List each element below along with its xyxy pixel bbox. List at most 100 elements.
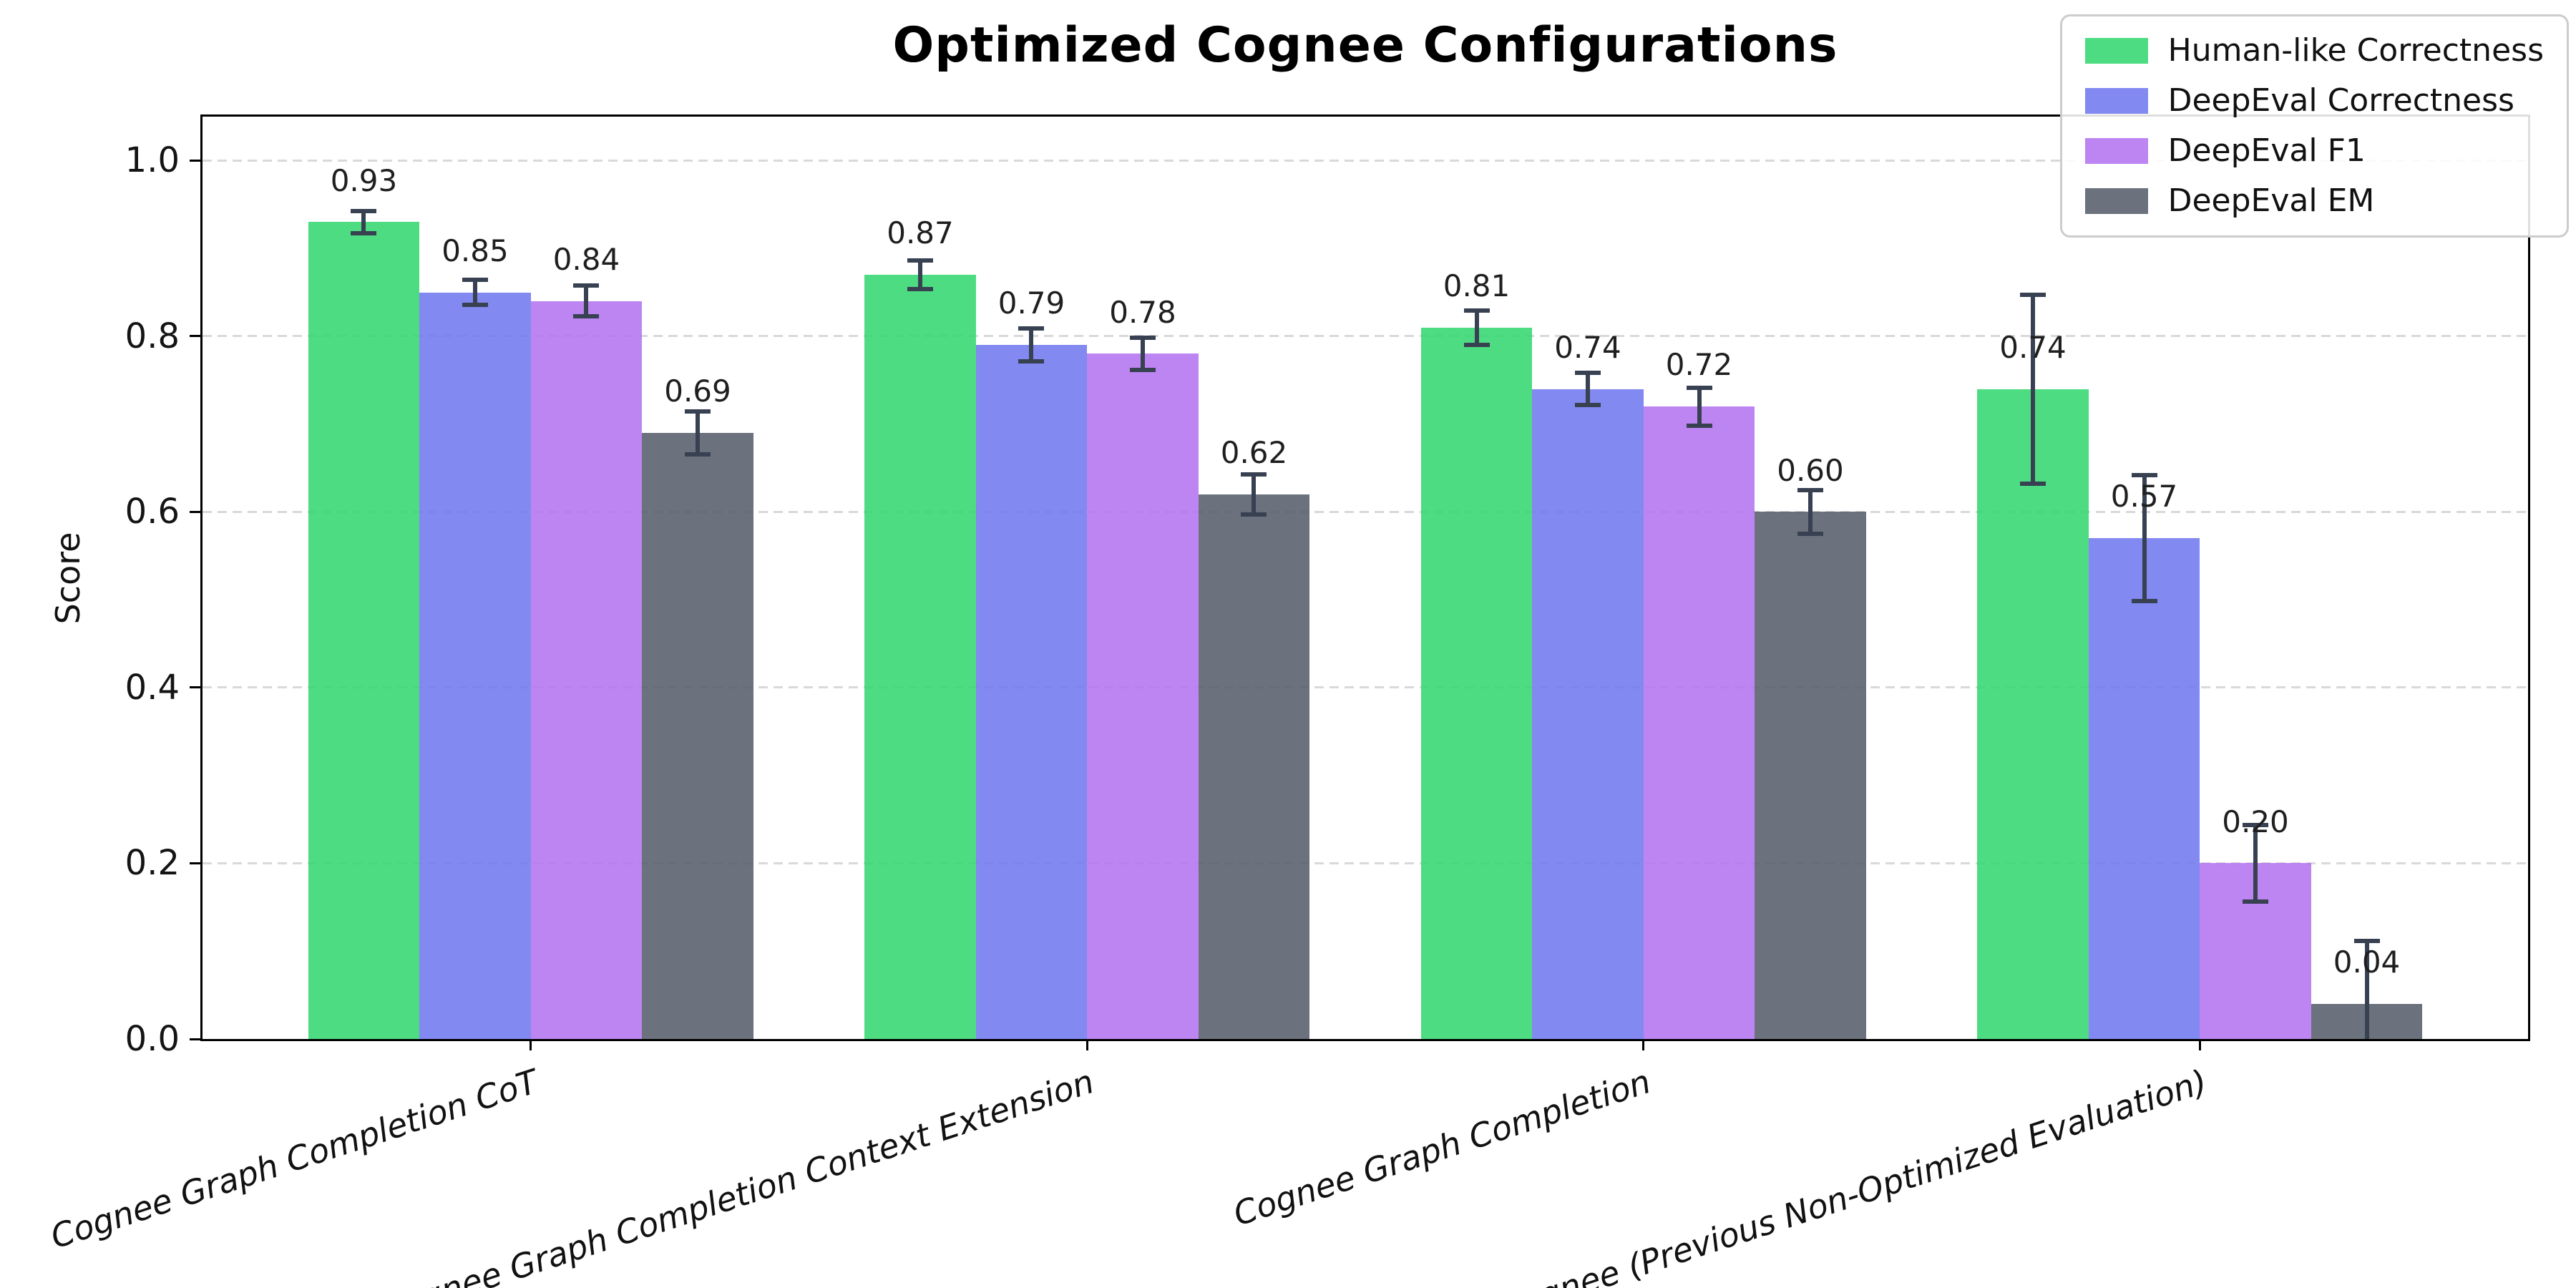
bar xyxy=(1087,353,1199,1039)
legend-label: DeepEval F1 xyxy=(2167,132,2366,169)
error-cap-bottom xyxy=(907,287,933,292)
error-cap-bottom xyxy=(1463,342,1490,347)
error-line xyxy=(2364,939,2369,1039)
bar-value-label: 0.69 xyxy=(664,374,731,409)
bar xyxy=(1977,389,2089,1039)
gridline xyxy=(203,686,2528,689)
bar-value-label: 0.87 xyxy=(887,215,954,251)
y-tick-mark xyxy=(190,1038,203,1040)
error-line xyxy=(1474,308,1479,347)
error-cap-bottom xyxy=(2243,899,2269,904)
error-cap-bottom xyxy=(1575,403,1601,408)
error-line xyxy=(2253,823,2258,904)
gridline xyxy=(203,862,2528,864)
legend-swatch xyxy=(2084,88,2148,114)
error-bar xyxy=(2243,823,2269,904)
bar xyxy=(864,274,976,1039)
error-cap-top xyxy=(1463,308,1490,313)
error-line xyxy=(1252,472,1257,517)
error-cap-bottom xyxy=(2131,599,2157,604)
error-line xyxy=(917,258,922,292)
chart-title: Optimized Cognee Configurations xyxy=(892,17,1838,74)
error-cap-top xyxy=(1575,370,1601,375)
error-bar xyxy=(1575,370,1601,408)
legend-swatch xyxy=(2084,38,2148,64)
bar-value-label: 0.93 xyxy=(330,162,398,198)
error-cap-top xyxy=(1241,472,1267,477)
y-tick-label: 0.0 xyxy=(125,1019,180,1059)
bar-value-label: 0.74 xyxy=(1554,329,1621,365)
bar-value-label: 0.85 xyxy=(441,233,509,268)
bar xyxy=(419,292,531,1039)
error-cap-top xyxy=(1686,385,1712,390)
error-bar xyxy=(2020,292,2046,486)
error-line xyxy=(1586,370,1590,408)
x-tick-label-3: Cognee Graph Completion xyxy=(1228,1062,1655,1234)
error-line xyxy=(1808,488,1813,536)
legend: Human-like Correctness DeepEval Correctne… xyxy=(2059,14,2569,238)
y-tick-mark xyxy=(190,862,203,864)
error-cap-top xyxy=(1129,335,1156,340)
legend-swatch xyxy=(2084,138,2148,164)
error-cap-bottom xyxy=(1797,531,1823,536)
bar-value-label: 0.78 xyxy=(1109,294,1176,330)
bar-value-label: 0.72 xyxy=(1665,347,1733,383)
y-tick-mark xyxy=(190,159,203,162)
error-cap-top xyxy=(2020,292,2046,297)
error-cap-top xyxy=(684,409,711,414)
bar xyxy=(1643,406,1755,1039)
y-tick-label: 0.6 xyxy=(125,492,180,532)
error-cap-top xyxy=(2353,939,2380,944)
error-line xyxy=(1029,326,1034,364)
error-cap-top xyxy=(2243,823,2269,828)
x-tick-label-1: Cognee Graph Completion CoT xyxy=(45,1062,542,1257)
y-tick-mark xyxy=(190,335,203,338)
error-cap-top xyxy=(351,208,377,213)
legend-item-3: DeepEval F1 xyxy=(2084,132,2544,169)
legend-item-2: DeepEval Correctness xyxy=(2084,85,2544,117)
error-line xyxy=(584,283,589,319)
error-cap-top xyxy=(573,283,600,288)
bar-value-label: 0.57 xyxy=(2110,479,2178,514)
error-cap-bottom xyxy=(1241,512,1267,517)
bar xyxy=(308,222,420,1039)
error-cap-bottom xyxy=(1129,368,1156,373)
error-cap-bottom xyxy=(1018,358,1045,364)
legend-swatch xyxy=(2084,188,2148,214)
error-cap-top xyxy=(2131,473,2157,478)
error-bar xyxy=(573,283,600,319)
error-bar xyxy=(351,208,377,235)
error-cap-top xyxy=(462,277,488,282)
x-tick-mark xyxy=(1085,1039,1088,1050)
y-tick-mark xyxy=(190,510,203,513)
bar xyxy=(642,432,753,1039)
legend-label: DeepEval EM xyxy=(2167,182,2375,219)
error-bar xyxy=(1797,488,1823,536)
bar xyxy=(1420,327,1533,1039)
y-tick-label: 0.8 xyxy=(125,316,180,356)
x-tick-mark xyxy=(530,1039,532,1050)
legend-label: Human-like Correctness xyxy=(2167,32,2544,69)
bar xyxy=(1755,512,1866,1039)
bar-value-label: 0.20 xyxy=(2222,804,2289,839)
y-tick-label: 0.4 xyxy=(125,667,180,708)
bar xyxy=(530,301,643,1039)
bar-value-label: 0.74 xyxy=(1999,329,2067,365)
x-tick-mark xyxy=(2198,1039,2201,1050)
error-cap-bottom xyxy=(573,314,600,319)
error-cap-top xyxy=(1797,488,1823,493)
error-line xyxy=(2142,473,2147,604)
error-cap-bottom xyxy=(2020,481,2046,486)
error-line xyxy=(1697,385,1702,428)
y-tick-mark xyxy=(190,686,203,689)
y-tick-label: 1.0 xyxy=(125,140,180,181)
bar xyxy=(1532,389,1644,1039)
bar-value-label: 0.79 xyxy=(997,286,1065,321)
error-bar xyxy=(1241,472,1267,517)
error-line xyxy=(695,409,700,457)
bar xyxy=(2088,538,2200,1039)
error-bar xyxy=(684,409,711,457)
bar-value-label: 0.84 xyxy=(552,241,620,277)
bar-value-label: 0.62 xyxy=(1220,435,1288,471)
